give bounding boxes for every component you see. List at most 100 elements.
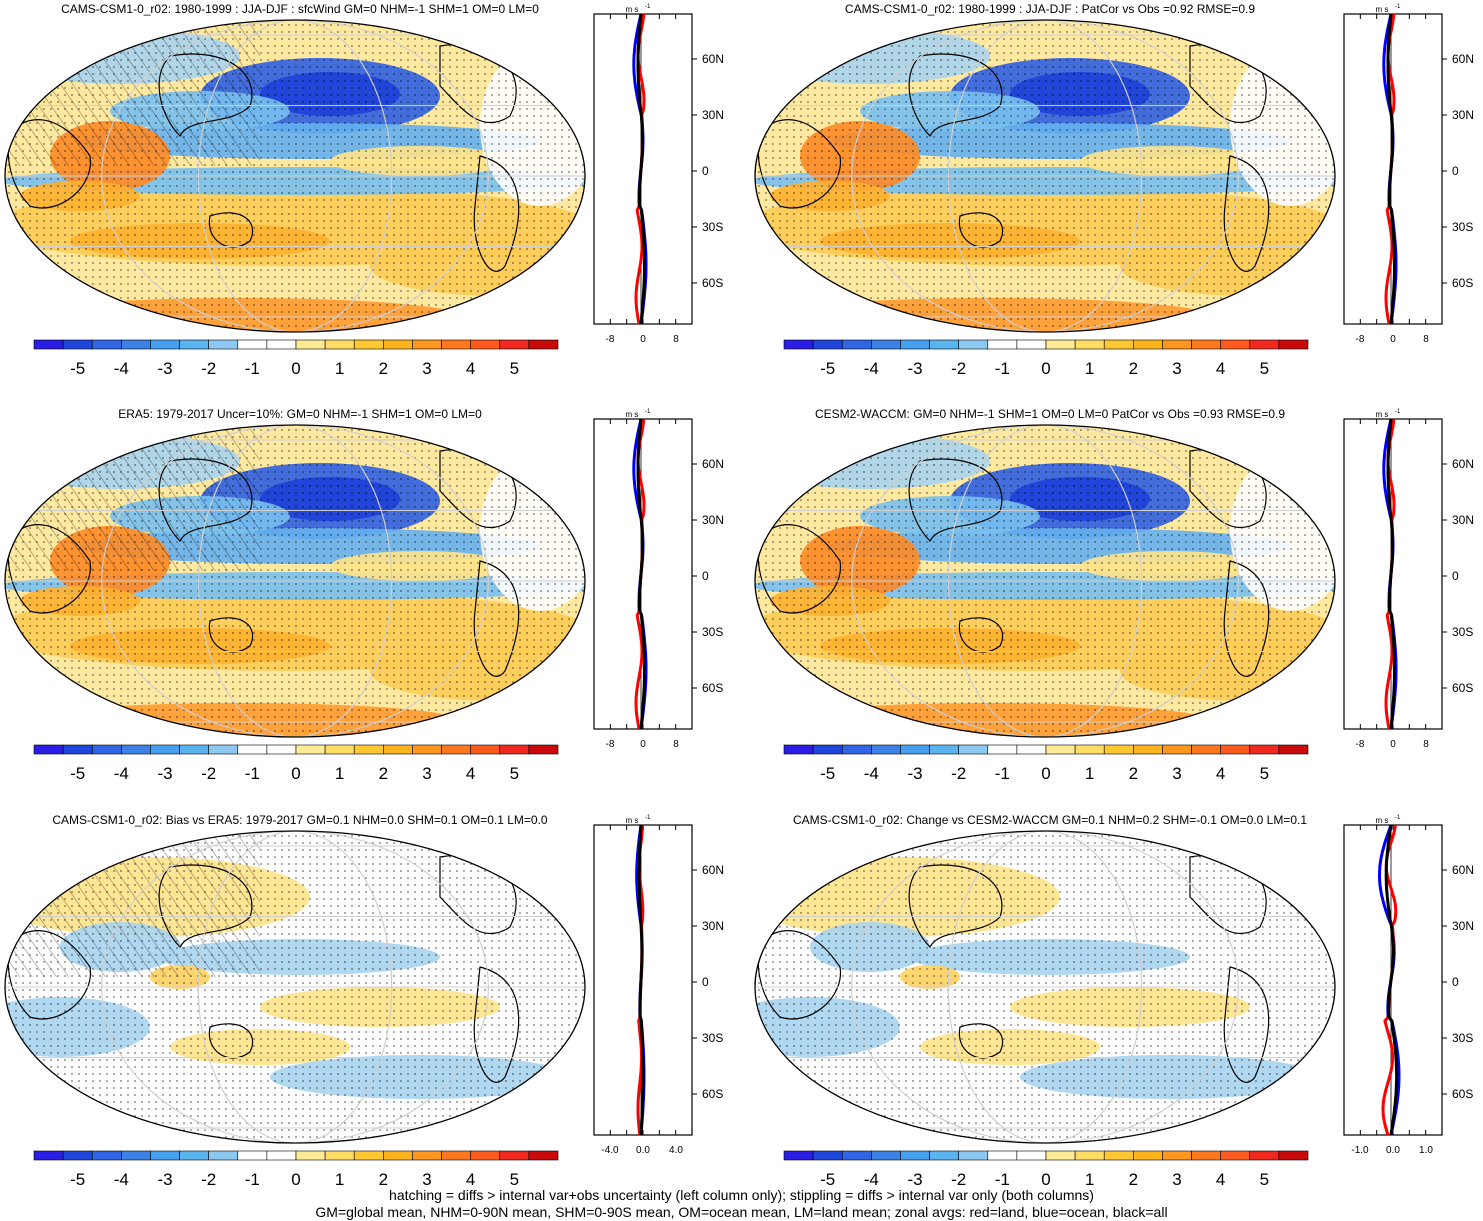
colorbar: -5 -4 -3 -2 -1 0 1 2 3 4 5 xyxy=(33,744,559,783)
zonal-x-tick-label: -8 xyxy=(606,739,615,750)
colorbar-label: -1 xyxy=(995,1170,1010,1189)
colorbar-segment xyxy=(1191,744,1221,755)
colorbar-label: 3 xyxy=(422,1170,431,1189)
colorbar-segment xyxy=(1103,339,1134,350)
colorbar-segment xyxy=(237,744,268,755)
colorbar: -5 -4 -3 -2 -1 0 1 2 3 4 5 xyxy=(33,339,559,378)
colorbar-segment xyxy=(1074,744,1105,755)
zonal-units-exponent: -1 xyxy=(1395,409,1401,415)
colorbar-segment xyxy=(958,1150,989,1161)
colorbar-label: 5 xyxy=(510,764,519,783)
colorbar-segment xyxy=(383,339,413,350)
colorbar-segment xyxy=(295,1150,326,1161)
colorbar-label: 5 xyxy=(1260,359,1269,378)
colorbar-label: 2 xyxy=(1129,764,1138,783)
panel-2: CAMS-CSM1-0_r02: 1980-1999 : JJA-DJF : P… xyxy=(750,0,1483,405)
colorbar-segment xyxy=(841,744,872,755)
colorbar-label: -5 xyxy=(820,764,835,783)
colorbar-segment xyxy=(324,1150,355,1161)
colorbar-segment xyxy=(987,744,1018,755)
colorbar-label: 2 xyxy=(1129,359,1138,378)
zonal-units-exponent: -1 xyxy=(645,4,651,10)
zonal-x-tick-label: 4.0 xyxy=(669,1145,683,1156)
colorbar-label: -3 xyxy=(157,359,172,378)
lat-tick-label: 0 xyxy=(702,569,709,583)
colorbar-label: 0 xyxy=(291,359,300,378)
colorbar-label: -1 xyxy=(245,359,260,378)
colorbar-segment xyxy=(1220,339,1251,350)
colorbar-label: 0 xyxy=(1041,1170,1050,1189)
zonal-units: m s xyxy=(626,5,639,14)
lat-tick-label: 60S xyxy=(1452,1087,1473,1101)
zonal-x-tick-label: 8 xyxy=(1423,739,1429,750)
colorbar-segment xyxy=(1278,339,1309,350)
colorbar-segment xyxy=(1278,1150,1309,1161)
colorbar-label: 1 xyxy=(335,764,344,783)
zonal-units-exponent: -1 xyxy=(645,409,651,415)
map-plot xyxy=(754,830,1336,1144)
colorbar-segment xyxy=(871,339,901,350)
colorbar: -5 -4 -3 -2 -1 0 1 2 3 4 5 xyxy=(783,1150,1309,1189)
colorbar-label: 4 xyxy=(466,1170,475,1189)
lat-tick-label: 60S xyxy=(1452,681,1473,695)
colorbar-segment xyxy=(783,339,814,350)
colorbar-segment xyxy=(871,1150,901,1161)
colorbar-segment xyxy=(470,744,501,755)
colorbar-segment xyxy=(62,1150,93,1161)
colorbar-segment xyxy=(812,339,843,350)
colorbar-segment xyxy=(150,1150,180,1161)
zonal-x-tick-label: -1.0 xyxy=(1351,1145,1369,1156)
zonal-mean-plot: m s -1 60N 30N 0 30S 60S -1.0 0.0 1.0 xyxy=(1343,815,1474,1156)
colorbar-segment xyxy=(121,744,151,755)
zonal-units-exponent: -1 xyxy=(645,815,651,821)
colorbar: -5 -4 -3 -2 -1 0 1 2 3 4 5 xyxy=(783,744,1309,783)
colorbar-label: -1 xyxy=(995,359,1010,378)
zonal-mean-plot: m s -1 60N 30N 0 30S 60S -8 0 8 xyxy=(1343,409,1474,750)
zonal-units-exponent: -1 xyxy=(1395,4,1401,10)
colorbar-segment xyxy=(900,1150,930,1161)
lat-tick-label: 30N xyxy=(702,919,724,933)
colorbar-label: -5 xyxy=(70,764,85,783)
panel-3: ERA5: 1979-2017 Uncer=10%: GM=0 NHM=-1 S… xyxy=(0,405,740,810)
panel-4: CESM2-WACCM: GM=0 NHM=-1 SHM=1 OM=0 LM=0… xyxy=(750,405,1483,810)
colorbar-segment xyxy=(958,744,989,755)
colorbar-segment xyxy=(1162,744,1192,755)
colorbar-segment xyxy=(324,339,355,350)
lat-tick-label: 60S xyxy=(702,681,723,695)
zonal-mean-plot: m s -1 60N 30N 0 30S 60S -4.0 0.0 4.0 xyxy=(593,815,724,1156)
lat-tick-label: 60N xyxy=(1452,52,1474,66)
colorbar-label: -4 xyxy=(114,764,129,783)
colorbar-label: 3 xyxy=(1172,1170,1181,1189)
colorbar-label: -1 xyxy=(245,1170,260,1189)
colorbar-segment xyxy=(441,744,471,755)
colorbar-label: -3 xyxy=(157,1170,172,1189)
colorbar-label: 0 xyxy=(1041,359,1050,378)
lat-tick-label: 0 xyxy=(1452,975,1459,989)
colorbar-segment xyxy=(499,1150,530,1161)
colorbar-segment xyxy=(91,1150,122,1161)
map-plot xyxy=(4,19,586,333)
colorbar-segment xyxy=(958,339,989,350)
zonal-units-exponent: -1 xyxy=(1395,815,1401,821)
map-border xyxy=(754,19,1336,333)
zonal-mean-plot: m s -1 60N 30N 0 30S 60S -8 0 8 xyxy=(1343,4,1474,345)
colorbar-segment xyxy=(783,1150,814,1161)
colorbar-label: -2 xyxy=(201,1170,216,1189)
colorbar-segment xyxy=(208,339,239,350)
zonal-curve xyxy=(1386,418,1396,730)
zonal-x-tick-label: 0.0 xyxy=(636,1145,650,1156)
colorbar-segment xyxy=(1103,1150,1134,1161)
colorbar-segment xyxy=(1045,339,1076,350)
zonal-x-tick-label: 1.0 xyxy=(1419,1145,1433,1156)
panel-title: CAMS-CSM1-0_r02: Bias vs ERA5: 1979-2017… xyxy=(52,813,548,827)
colorbar-segment xyxy=(412,744,442,755)
colorbar-segment xyxy=(295,744,326,755)
colorbar-label: 2 xyxy=(379,359,388,378)
colorbar-segment xyxy=(412,339,442,350)
colorbar-segment xyxy=(1220,1150,1251,1161)
zonal-x-tick-label: 0.0 xyxy=(1386,1145,1400,1156)
colorbar-label: -1 xyxy=(995,764,1010,783)
map-border xyxy=(4,424,586,738)
lat-tick-label: 60N xyxy=(702,52,724,66)
colorbar-segment xyxy=(324,744,355,755)
